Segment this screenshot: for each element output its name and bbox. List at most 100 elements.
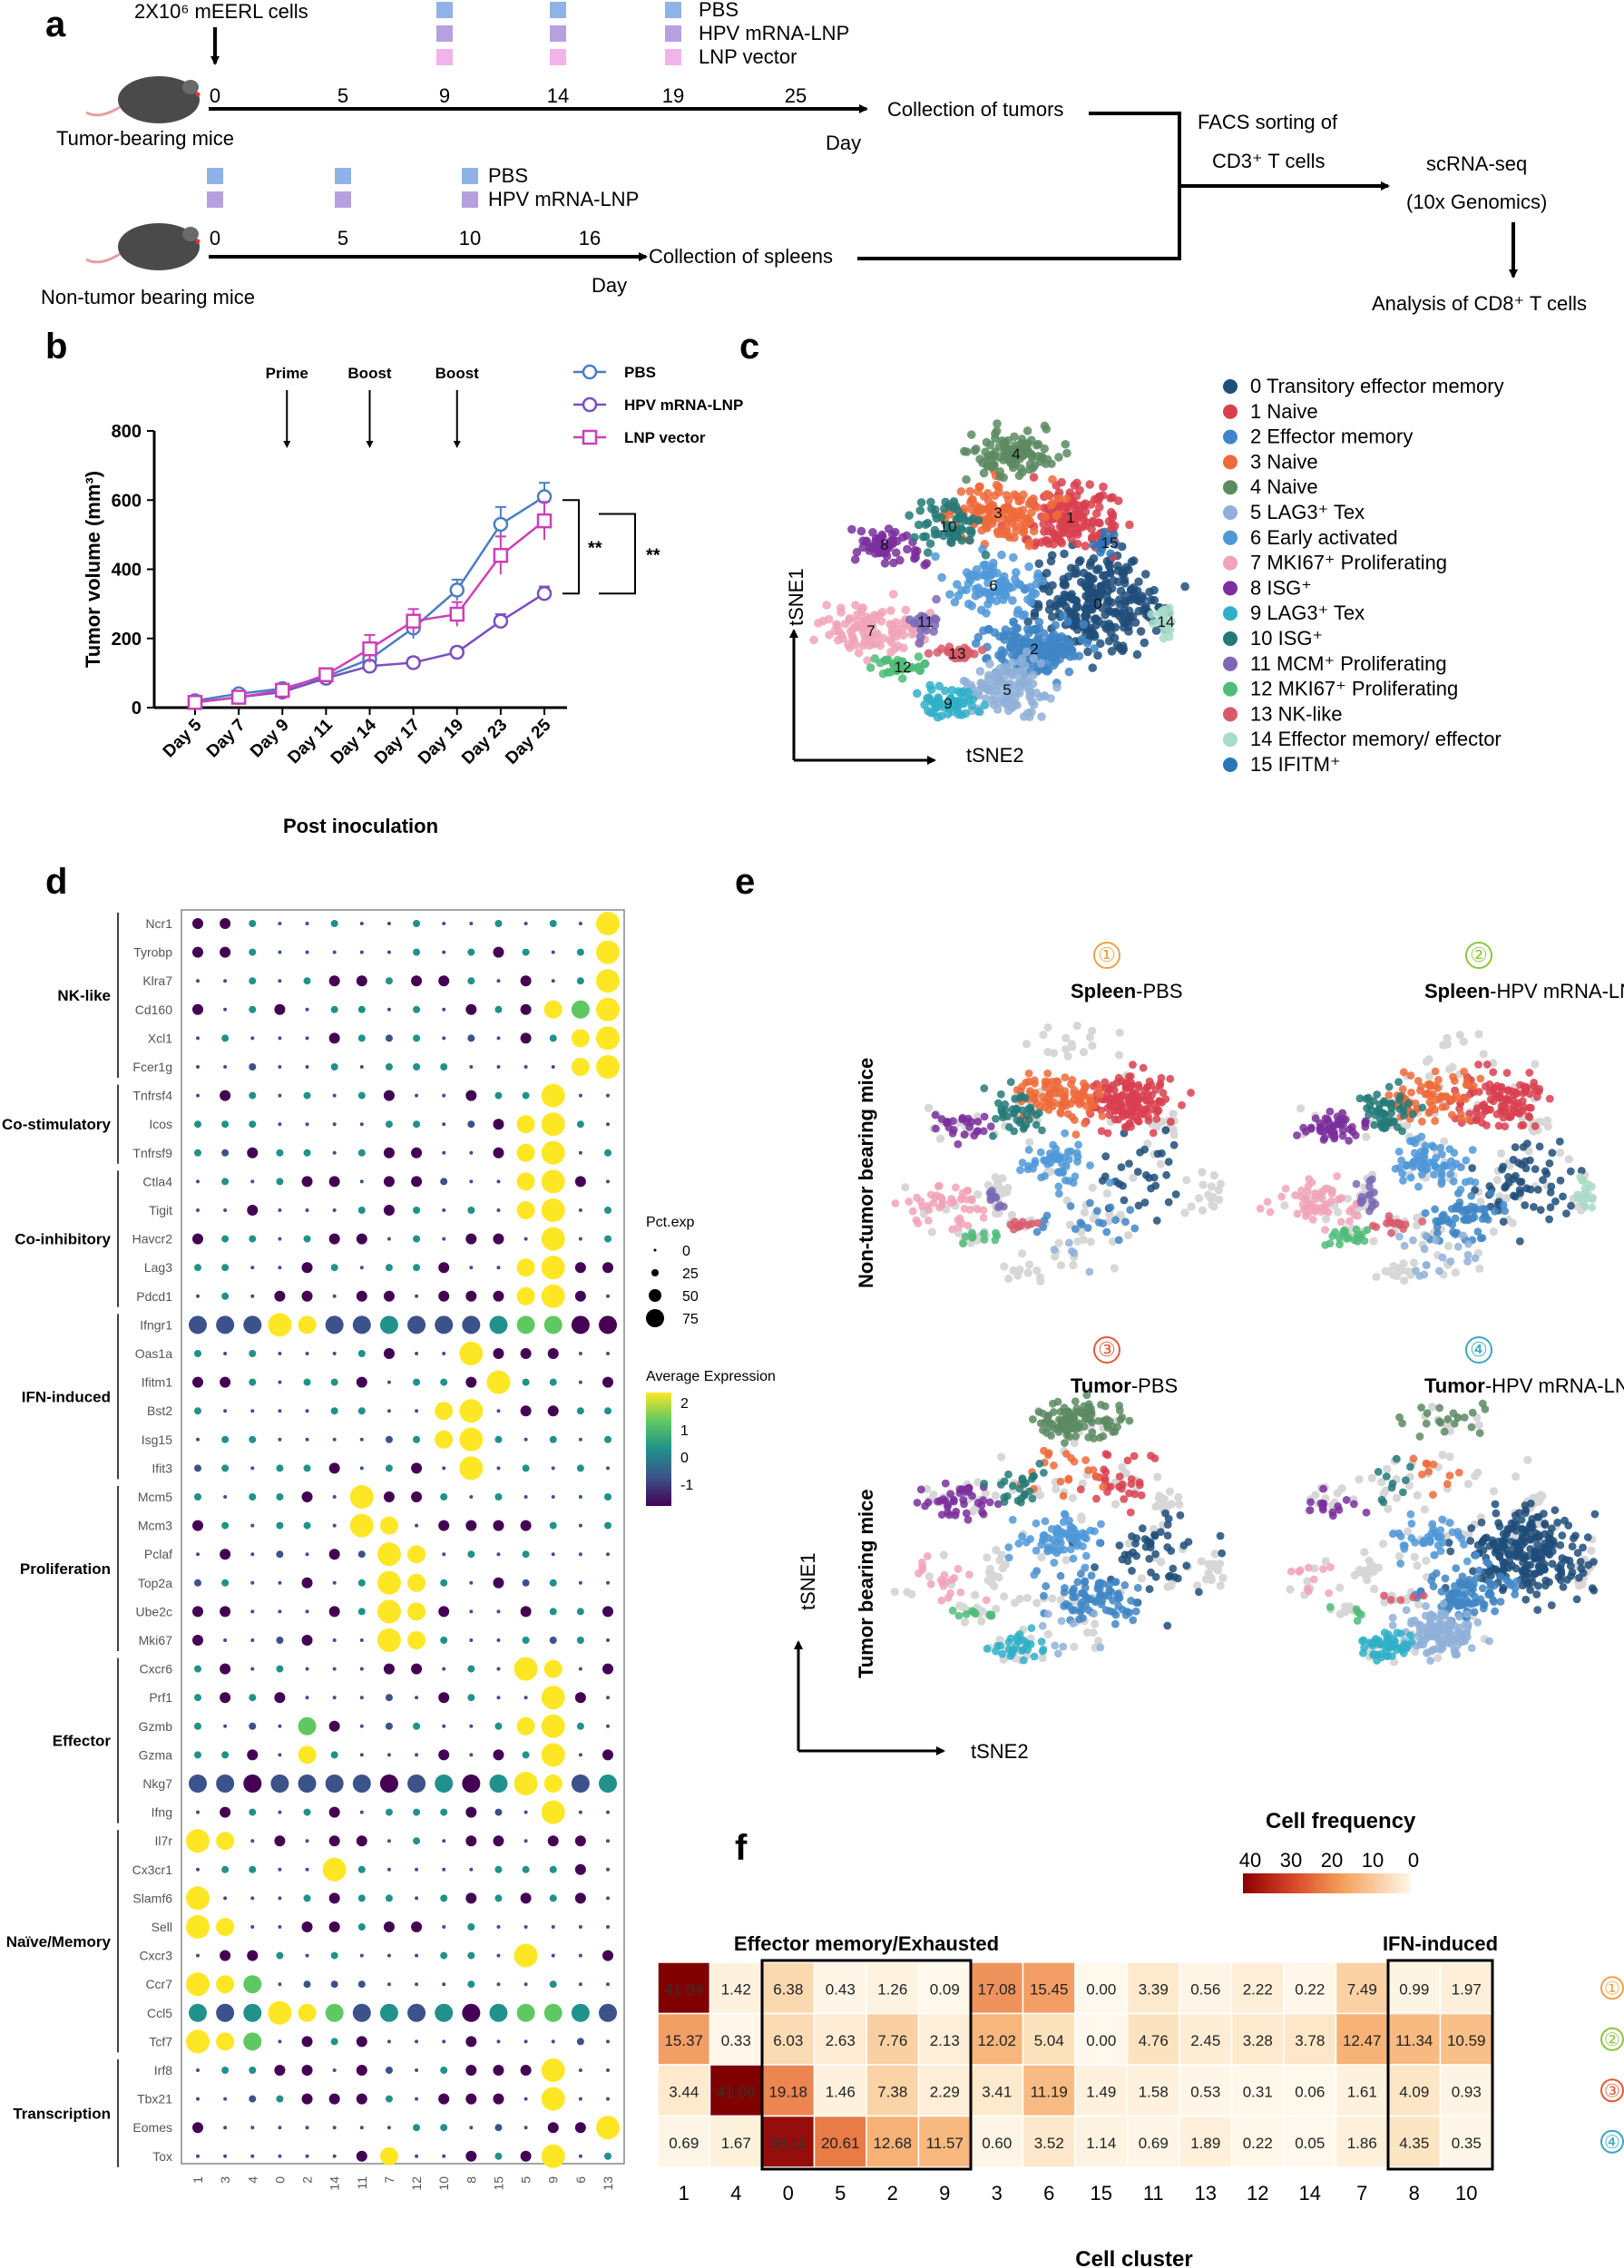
cell-point bbox=[1130, 1452, 1139, 1461]
expression-dot bbox=[494, 1091, 503, 1100]
background-cell bbox=[1400, 1276, 1409, 1286]
cell-point bbox=[1131, 1607, 1140, 1616]
cell-point bbox=[1111, 1216, 1120, 1225]
gene-label: Oas1a bbox=[135, 1346, 172, 1361]
expression-dot bbox=[192, 946, 203, 958]
cell-point bbox=[1096, 1643, 1105, 1652]
cell-point bbox=[891, 548, 901, 558]
cell-point bbox=[1490, 1083, 1499, 1092]
expression-dot bbox=[278, 1122, 282, 1127]
expression-dot bbox=[440, 1378, 448, 1386]
expression-dot bbox=[216, 1774, 235, 1793]
cell-point bbox=[979, 1229, 988, 1238]
size-legend-dot bbox=[646, 1309, 664, 1327]
expression-dot bbox=[576, 977, 584, 985]
facs-line1: FACS sorting of bbox=[1198, 111, 1338, 133]
cell-point bbox=[924, 1498, 933, 1507]
cell-point bbox=[1015, 1094, 1023, 1102]
cell-point bbox=[1042, 1582, 1051, 1590]
cell-point bbox=[1588, 1195, 1597, 1204]
expression-dot bbox=[249, 2095, 257, 2103]
cell-point bbox=[997, 550, 1006, 560]
expression-dot bbox=[189, 1774, 207, 1793]
cell-point bbox=[858, 603, 867, 612]
expression-dot bbox=[578, 1495, 582, 1499]
avg-exp-colorbar bbox=[646, 1393, 671, 1506]
cell-point bbox=[1124, 1072, 1133, 1081]
cell-point bbox=[1091, 1563, 1099, 1571]
cell-point bbox=[1511, 1564, 1521, 1573]
background-cell bbox=[1389, 1270, 1398, 1279]
cell-point bbox=[1139, 1063, 1148, 1072]
expression-dot bbox=[522, 948, 530, 956]
expression-dot bbox=[578, 1208, 582, 1212]
expression-dot bbox=[574, 1892, 586, 1904]
cell-point bbox=[1082, 518, 1092, 528]
cell-point bbox=[1417, 1170, 1426, 1178]
gene-label: Il7r bbox=[155, 1833, 173, 1848]
cell-point bbox=[1018, 1158, 1027, 1167]
expression-dot bbox=[386, 922, 391, 925]
gene-label: Ifngr1 bbox=[140, 1317, 172, 1332]
cell-point bbox=[1588, 1182, 1596, 1191]
group-label: IFN-induced bbox=[22, 1388, 111, 1405]
cell-point bbox=[905, 1198, 914, 1206]
cell-point bbox=[1414, 1077, 1423, 1085]
cell-point bbox=[1020, 1491, 1029, 1500]
expression-dot bbox=[442, 1552, 446, 1557]
cell-point bbox=[1166, 1571, 1175, 1580]
cell-point bbox=[941, 1479, 950, 1488]
expression-dot bbox=[496, 1609, 501, 1614]
expression-dot bbox=[523, 2097, 528, 2101]
cell-point bbox=[1316, 1127, 1325, 1136]
gene-label: Icos bbox=[149, 1117, 172, 1131]
cell-point bbox=[994, 483, 1003, 492]
cell-point bbox=[1149, 1129, 1158, 1138]
cell-point bbox=[1102, 1227, 1111, 1237]
cell-point bbox=[1032, 1227, 1042, 1237]
expression-dot bbox=[379, 1315, 398, 1334]
expression-dot bbox=[250, 1609, 255, 1614]
cell-point bbox=[1451, 1229, 1460, 1238]
expression-dot bbox=[223, 2126, 228, 2130]
cell-point bbox=[1418, 1217, 1427, 1226]
expression-dot bbox=[223, 2154, 228, 2158]
cell-point bbox=[1113, 1591, 1121, 1600]
treatment-square bbox=[436, 49, 453, 65]
cell-point bbox=[1145, 1585, 1154, 1594]
cell-point bbox=[1299, 1205, 1308, 1214]
expression-dot bbox=[194, 1751, 201, 1759]
expression-dot bbox=[523, 2039, 528, 2044]
cell-point bbox=[1120, 1495, 1129, 1503]
cell-point bbox=[1166, 1074, 1175, 1083]
y-tick-label: 600 bbox=[112, 491, 142, 511]
cell-point bbox=[1086, 500, 1096, 509]
expression-dot bbox=[196, 1867, 200, 1872]
cell-point bbox=[1125, 1608, 1134, 1618]
cell-point bbox=[926, 1579, 935, 1589]
expression-dot bbox=[357, 1407, 366, 1415]
cell-point bbox=[905, 615, 915, 624]
expression-dot bbox=[541, 1198, 565, 1222]
cell-point bbox=[914, 652, 924, 661]
legend-dot bbox=[1223, 656, 1238, 671]
cell-point bbox=[1409, 1236, 1417, 1245]
cell-point bbox=[1051, 1641, 1060, 1650]
cell-point bbox=[905, 511, 914, 520]
gene-label: Tnfrsf4 bbox=[132, 1089, 172, 1103]
expression-dot bbox=[442, 950, 446, 954]
cell-point bbox=[1462, 1156, 1471, 1165]
cell-point bbox=[1053, 1649, 1062, 1658]
expression-dot bbox=[328, 1233, 340, 1245]
expression-dot bbox=[516, 1315, 535, 1334]
cell-point bbox=[1526, 1185, 1535, 1194]
cell-point bbox=[1395, 1232, 1404, 1241]
background-cell bbox=[1163, 1582, 1172, 1591]
cell-point bbox=[913, 1498, 922, 1507]
cell-point bbox=[1105, 1178, 1114, 1187]
cell-point bbox=[1082, 639, 1092, 648]
expression-dot bbox=[250, 1839, 255, 1843]
background-cell bbox=[1216, 1581, 1225, 1590]
expression-dot bbox=[465, 1376, 477, 1388]
